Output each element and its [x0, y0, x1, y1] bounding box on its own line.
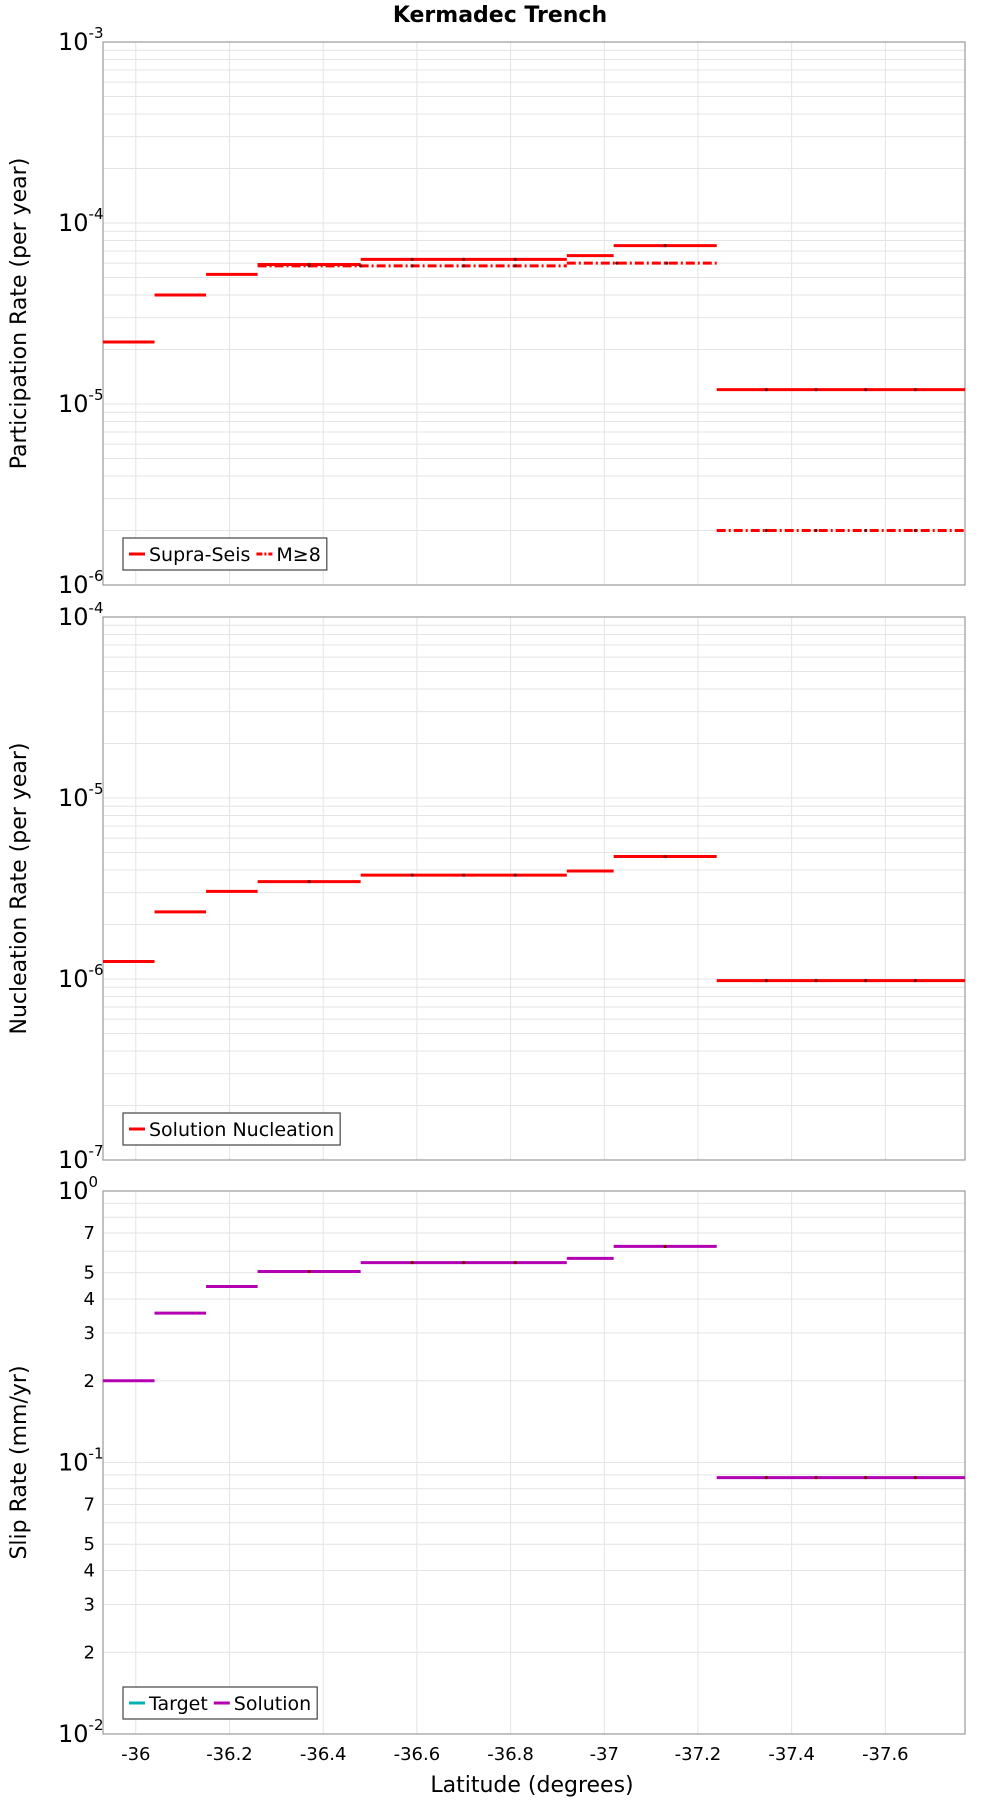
grid	[103, 1191, 965, 1734]
y-axis-label: Participation Rate (per year)	[7, 158, 32, 470]
series-point	[513, 1260, 517, 1265]
series-point	[864, 1475, 868, 1480]
y-tick-label: 10-2	[58, 1716, 104, 1748]
series-point	[814, 528, 818, 533]
x-tick-label: -37.2	[675, 1744, 722, 1765]
series-point	[764, 388, 768, 392]
chart-title: Kermadec Trench	[393, 3, 607, 28]
x-tick-label: -36	[121, 1744, 150, 1765]
x-tick-label: -36.2	[206, 1744, 253, 1765]
y-tick-label: 10-4	[58, 599, 104, 631]
y-minor-tick-label: 5	[84, 1263, 95, 1284]
series-point	[410, 264, 414, 268]
y-axis-label: Slip Rate (mm/yr)	[7, 1365, 32, 1559]
x-tick-label: -37.4	[768, 1744, 815, 1765]
series-point	[410, 1260, 414, 1265]
legend-box	[122, 537, 328, 571]
series-point	[913, 388, 917, 392]
series-Solution Nucleation	[103, 854, 965, 983]
series-point	[913, 978, 917, 983]
y-minor-tick-label: 3	[84, 1323, 95, 1344]
y-tick-label: 10-7	[58, 1142, 104, 1174]
y-tick-label: 10-5	[58, 386, 104, 418]
x-axis-label: Latitude (degrees)	[430, 1773, 633, 1798]
series-point	[864, 528, 868, 533]
series-point	[913, 1475, 917, 1480]
chart-panels: 10-6 10-5 10-4 10-3 Participation Rate (per …	[7, 24, 966, 1765]
y-tick-label: 100	[58, 1173, 98, 1205]
plot-frame	[102, 616, 966, 1161]
series-point	[462, 257, 466, 261]
x-tick-label: -36.4	[300, 1744, 347, 1765]
y-tick-label: 10-6	[58, 961, 104, 993]
series-point	[307, 1269, 311, 1274]
y-axis-label: Nucleation Rate (per year)	[7, 743, 32, 1035]
series-point	[462, 264, 466, 268]
series-point	[663, 244, 667, 248]
y-minor-tick-label: 4	[84, 1561, 95, 1582]
series-M≥8	[257, 261, 965, 533]
plot-frame	[102, 41, 966, 586]
series-point	[814, 388, 818, 392]
series-point	[307, 264, 311, 268]
series-point	[462, 873, 466, 877]
series-point	[665, 261, 669, 265]
x-axis: -36 -36.2 -36.4 -36.6 -36.8 -37 -37.2 -37.4 -37.…	[121, 1744, 909, 1765]
series-point	[864, 978, 868, 983]
x-tick-label: -37.6	[862, 1744, 909, 1765]
y-minor-tick-label: 7	[84, 1223, 95, 1244]
y-minor-tick-label: 2	[84, 1642, 95, 1663]
y-minor-tick-label: 7	[84, 1495, 95, 1516]
legend-entry: Supra-Seis	[149, 544, 250, 566]
series-point	[764, 978, 768, 983]
legend-entry: M≥8	[276, 544, 320, 566]
series-point	[359, 264, 363, 268]
y-tick-label: 10-4	[58, 205, 104, 237]
y-minor-tick-label: 2	[84, 1371, 95, 1392]
y-minor-tick-label: 4	[84, 1289, 95, 1310]
plot-area	[103, 617, 965, 1160]
y-tick-label: 10-5	[58, 780, 104, 812]
series-point	[513, 873, 517, 877]
series-point	[462, 1260, 466, 1265]
series-point	[764, 1475, 768, 1480]
series-point	[615, 261, 619, 265]
x-tick-label: -36.8	[487, 1744, 534, 1765]
y-tick-label: 10-1	[58, 1445, 104, 1477]
series-Supra-Seis	[103, 244, 965, 392]
series-point	[663, 1244, 667, 1249]
series-Solution	[103, 1244, 965, 1480]
panel-slip: 10-2 10-1 100 2 3 4 5 7 2 3 4 5 7 Slip Rate (mm/yr) Ta…	[7, 1173, 966, 1748]
series-point	[764, 528, 768, 533]
legend-entry: Solution	[234, 1693, 311, 1715]
panel-nucleation: 10-7 10-6 10-5 10-4 Nucleation Rate (per yea…	[7, 599, 966, 1174]
x-tick-label: -36.6	[394, 1744, 441, 1765]
series-point	[307, 880, 311, 884]
legend-box	[122, 1686, 318, 1720]
y-minor-tick-label: 5	[84, 1534, 95, 1555]
y-tick-label: 10-3	[58, 24, 104, 56]
series-point	[410, 873, 414, 877]
y-tick-label: 10-6	[58, 567, 104, 599]
y-minor-tick-label: 3	[84, 1594, 95, 1615]
legend-entry: Target	[148, 1693, 208, 1715]
grid	[103, 42, 965, 585]
legend-entry: Solution Nucleation	[149, 1119, 334, 1141]
plot-frame	[102, 1190, 966, 1735]
panel-participation: 10-6 10-5 10-4 10-3 Participation Rate (per …	[7, 24, 966, 599]
series-point	[864, 388, 868, 392]
grid	[103, 617, 965, 1160]
x-tick-label: -37	[590, 1744, 619, 1765]
series-point	[513, 264, 517, 268]
legend-box	[122, 1112, 341, 1146]
plot-area	[103, 42, 965, 585]
series-point	[513, 257, 517, 261]
series-point	[814, 978, 818, 983]
series-point	[814, 1475, 818, 1480]
series-point	[410, 257, 414, 261]
series-point	[663, 854, 667, 859]
series-point	[913, 528, 917, 533]
